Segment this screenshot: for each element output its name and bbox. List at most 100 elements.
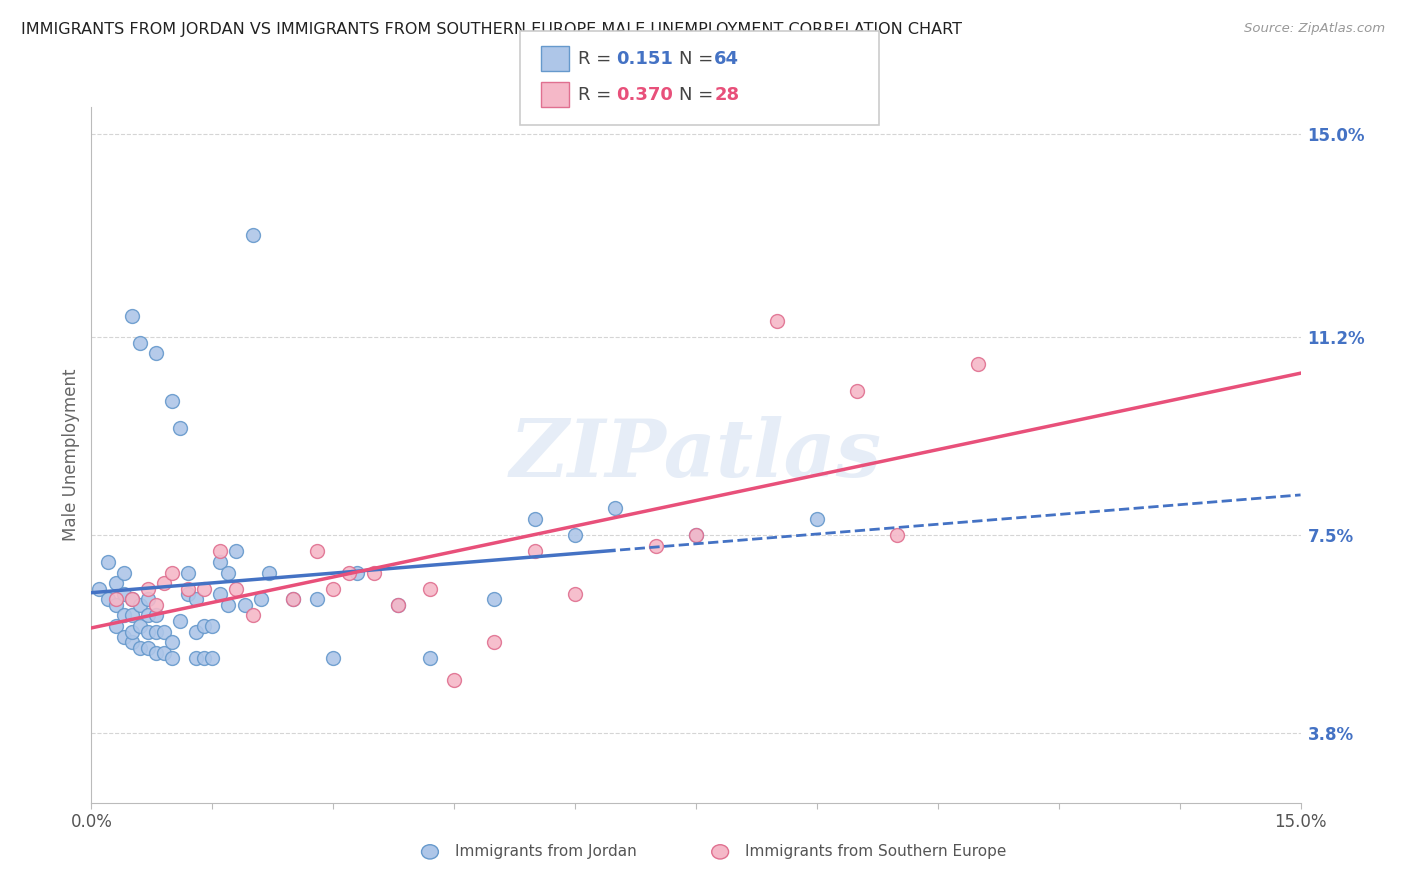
Point (153, 576, 176, 591)
Point (242, 608, 264, 623)
Point (177, 566, 200, 580)
Text: 0.151: 0.151 (616, 50, 672, 68)
Point (193, 651, 215, 665)
Text: IMMIGRANTS FROM JORDAN VS IMMIGRANTS FROM SOUTHERN EUROPE MALE UNEMPLOYMENT CORR: IMMIGRANTS FROM JORDAN VS IMMIGRANTS FRO… (21, 22, 962, 37)
Point (128, 619, 150, 633)
Point (249, 592, 271, 607)
Point (121, 592, 143, 607)
Point (967, 357, 990, 371)
Point (209, 544, 232, 558)
Y-axis label: Male Unemployment: Male Unemployment (62, 368, 80, 541)
Point (209, 555, 232, 569)
Point (564, 528, 586, 542)
Point (186, 651, 208, 665)
Point (153, 646, 176, 660)
Point (177, 587, 200, 601)
Point (136, 608, 159, 623)
Point (112, 566, 135, 580)
Text: Source: ZipAtlas.com: Source: ZipAtlas.com (1244, 22, 1385, 36)
Point (307, 592, 329, 607)
Point (484, 635, 506, 649)
Point (523, 544, 546, 558)
Point (177, 582, 200, 596)
Point (217, 598, 239, 612)
Point (193, 582, 215, 596)
Text: 28: 28 (714, 86, 740, 103)
Point (337, 566, 360, 580)
Point (104, 598, 127, 612)
Point (846, 384, 869, 398)
Text: Immigrants from Southern Europe: Immigrants from Southern Europe (745, 845, 1007, 859)
Point (160, 566, 183, 580)
Point (644, 539, 666, 553)
Point (104, 576, 127, 591)
Point (443, 673, 465, 687)
Text: R =: R = (578, 50, 612, 68)
Text: ZIPatlas: ZIPatlas (510, 417, 882, 493)
Point (128, 640, 150, 655)
Point (605, 501, 627, 516)
Point (765, 314, 787, 328)
Point (145, 624, 167, 639)
Point (145, 646, 167, 660)
Point (193, 619, 215, 633)
Point (169, 614, 191, 628)
Point (96, 555, 118, 569)
Point (160, 651, 183, 665)
Point (153, 624, 176, 639)
Text: N =: N = (679, 86, 713, 103)
Point (136, 582, 159, 596)
Point (233, 598, 256, 612)
Point (322, 582, 344, 596)
Point (419, 582, 441, 596)
Text: 0.370: 0.370 (616, 86, 672, 103)
Point (806, 512, 828, 526)
Point (112, 608, 135, 623)
Text: Immigrants from Jordan: Immigrants from Jordan (456, 845, 637, 859)
Point (307, 544, 329, 558)
Point (886, 528, 908, 542)
Point (225, 544, 247, 558)
Point (121, 309, 143, 323)
Text: N =: N = (679, 50, 713, 68)
Point (136, 640, 159, 655)
Text: 64: 64 (714, 50, 740, 68)
Point (281, 592, 304, 607)
Point (145, 598, 167, 612)
Point (281, 592, 304, 607)
Point (186, 592, 208, 607)
Point (145, 346, 167, 360)
Point (225, 582, 247, 596)
Point (201, 619, 224, 633)
Point (121, 624, 143, 639)
Point (160, 635, 183, 649)
Point (160, 394, 183, 409)
Point (136, 624, 159, 639)
Text: R =: R = (578, 86, 612, 103)
Point (346, 566, 368, 580)
Point (242, 228, 264, 243)
Point (685, 528, 707, 542)
Point (112, 587, 135, 601)
Point (564, 587, 586, 601)
Point (136, 592, 159, 607)
Point (257, 566, 280, 580)
Point (96, 592, 118, 607)
Point (169, 421, 191, 435)
Point (363, 566, 385, 580)
Point (112, 630, 135, 644)
Point (201, 651, 224, 665)
Point (121, 608, 143, 623)
Point (121, 635, 143, 649)
Point (322, 651, 344, 665)
Point (419, 651, 441, 665)
Point (104, 592, 127, 607)
Point (387, 598, 409, 612)
Point (128, 335, 150, 350)
Point (145, 608, 167, 623)
Point (121, 592, 143, 607)
Point (387, 598, 409, 612)
Point (104, 619, 127, 633)
Point (186, 624, 208, 639)
Point (523, 512, 546, 526)
